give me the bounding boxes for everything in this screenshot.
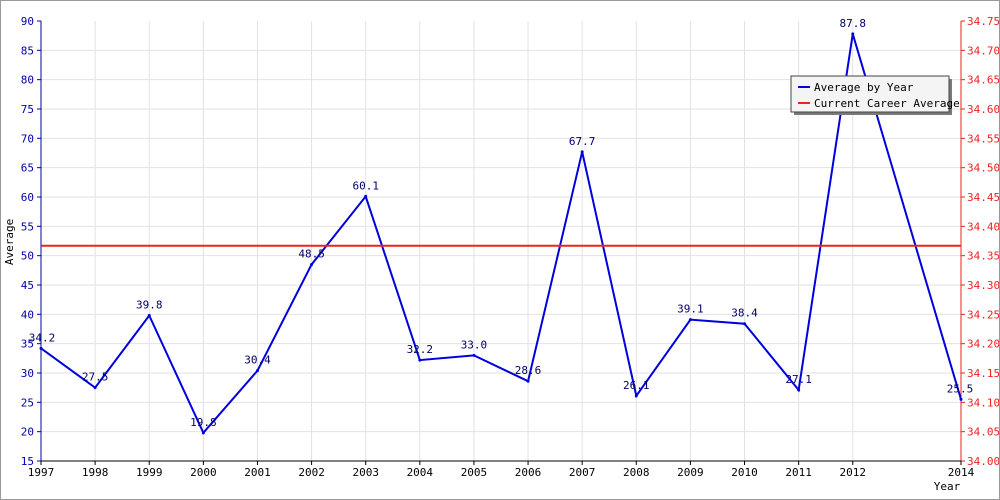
left-tick-label: 90 bbox=[21, 15, 34, 28]
gridlines bbox=[41, 21, 961, 461]
data-point bbox=[580, 150, 584, 154]
left-tick-label: 65 bbox=[21, 162, 34, 175]
left-tick-label: 15 bbox=[21, 455, 34, 468]
right-tick-label: 34.40 bbox=[967, 220, 999, 233]
data-label: 27.1 bbox=[785, 373, 812, 386]
data-label: 48.5 bbox=[298, 247, 325, 260]
left-tick-label: 30 bbox=[21, 367, 34, 380]
left-tick-label: 55 bbox=[21, 220, 34, 233]
data-label: 67.7 bbox=[569, 135, 596, 148]
right-y-ticks: 34.00 34.05 34.10 34.15 34.20 34.25 34.30 34.35… bbox=[961, 15, 999, 468]
left-tick-label: 35 bbox=[21, 338, 34, 351]
data-point bbox=[851, 32, 855, 36]
x-tick-label: 2005 bbox=[461, 466, 488, 479]
legend: Average by Year Current Career Average bbox=[790, 75, 960, 115]
data-label: 27.5 bbox=[82, 371, 109, 384]
data-label: 19.8 bbox=[190, 416, 217, 429]
data-label: 28.6 bbox=[515, 364, 542, 377]
left-tick-label: 25 bbox=[21, 396, 34, 409]
right-tick-label: 34.70 bbox=[967, 44, 999, 57]
x-tick-label: 1998 bbox=[82, 466, 109, 479]
data-point bbox=[93, 386, 97, 390]
left-tick-label: 80 bbox=[21, 74, 34, 87]
data-point bbox=[743, 322, 747, 326]
x-tick-label: 2009 bbox=[677, 466, 704, 479]
x-tick-label: 2006 bbox=[515, 466, 542, 479]
data-point bbox=[147, 314, 151, 318]
data-point bbox=[959, 397, 963, 401]
left-tick-label: 75 bbox=[21, 103, 34, 116]
y-axis-label: Average bbox=[3, 219, 16, 265]
right-tick-label: 34.55 bbox=[967, 132, 999, 145]
right-tick-label: 34.20 bbox=[967, 338, 999, 351]
data-label: 25.5 bbox=[947, 382, 974, 395]
data-label: 60.1 bbox=[352, 179, 379, 192]
data-label: 87.8 bbox=[840, 17, 867, 30]
left-tick-label: 50 bbox=[21, 250, 34, 263]
legend-box bbox=[790, 75, 950, 113]
right-tick-label: 34.25 bbox=[967, 308, 999, 321]
data-label: 39.8 bbox=[136, 299, 163, 312]
data-point bbox=[634, 394, 638, 398]
data-label: 30.4 bbox=[244, 354, 271, 367]
right-tick-label: 34.45 bbox=[967, 191, 999, 204]
axes bbox=[40, 21, 962, 462]
x-axis-label: Year bbox=[934, 480, 961, 493]
x-tick-label: 2012 bbox=[840, 466, 867, 479]
left-tick-label: 60 bbox=[21, 191, 34, 204]
series-layer bbox=[39, 32, 963, 435]
x-ticks: 1997 1998 1999 2000 2001 2002 2003 2004 2005 2006… bbox=[28, 461, 975, 479]
right-tick-label: 34.30 bbox=[967, 279, 999, 292]
right-tick-label: 34.75 bbox=[967, 15, 999, 28]
data-point bbox=[472, 353, 476, 357]
data-point bbox=[39, 346, 43, 350]
x-tick-label: 2004 bbox=[407, 466, 434, 479]
x-tick-label: 2008 bbox=[623, 466, 650, 479]
x-tick-label: 1997 bbox=[28, 466, 55, 479]
data-label: 26.1 bbox=[623, 379, 650, 392]
data-point bbox=[255, 369, 259, 373]
data-point bbox=[526, 379, 530, 383]
data-point bbox=[797, 388, 801, 392]
data-label: 38.4 bbox=[731, 307, 758, 320]
right-tick-label: 34.65 bbox=[967, 74, 999, 87]
x-tick-label: 2010 bbox=[731, 466, 758, 479]
left-tick-label: 20 bbox=[21, 426, 34, 439]
legend-label-current-career-average: Current Career Average bbox=[814, 97, 960, 110]
legend-label-average-by-year: Average by Year bbox=[814, 81, 914, 94]
left-y-ticks: 15 20 25 30 35 40 45 50 55 60 65 70 75 80 85 90 bbox=[21, 15, 41, 468]
left-tick-label: 70 bbox=[21, 132, 34, 145]
data-point bbox=[201, 431, 205, 435]
right-tick-label: 34.10 bbox=[967, 396, 999, 409]
data-label: 34.2 bbox=[29, 331, 56, 344]
data-label: 39.1 bbox=[677, 303, 704, 316]
x-tick-label: 2011 bbox=[785, 466, 812, 479]
left-tick-label: 45 bbox=[21, 279, 34, 292]
x-tick-label: 2014 bbox=[948, 466, 975, 479]
x-tick-label: 2007 bbox=[569, 466, 596, 479]
data-label: 33.0 bbox=[461, 338, 488, 351]
x-tick-label: 2002 bbox=[298, 466, 325, 479]
right-tick-label: 34.05 bbox=[967, 426, 999, 439]
data-point bbox=[364, 194, 368, 198]
data-label: 32.2 bbox=[407, 343, 434, 356]
x-tick-label: 1999 bbox=[136, 466, 163, 479]
x-tick-label: 2001 bbox=[244, 466, 271, 479]
data-point bbox=[310, 262, 314, 266]
x-tick-label: 2003 bbox=[352, 466, 379, 479]
right-tick-label: 34.35 bbox=[967, 250, 999, 263]
right-tick-label: 34.50 bbox=[967, 162, 999, 175]
data-point bbox=[418, 358, 422, 362]
right-tick-label: 34.00 bbox=[967, 455, 999, 468]
x-tick-label: 2000 bbox=[190, 466, 217, 479]
right-tick-label: 34.60 bbox=[967, 103, 999, 116]
data-point bbox=[688, 318, 692, 322]
left-tick-label: 40 bbox=[21, 308, 34, 321]
data-labels: 34.2 27.5 39.8 19.8 30.4 48.5 60.1 32.2 33.0 28.6… bbox=[29, 17, 974, 429]
right-tick-label: 34.15 bbox=[967, 367, 999, 380]
left-tick-label: 85 bbox=[21, 44, 34, 57]
